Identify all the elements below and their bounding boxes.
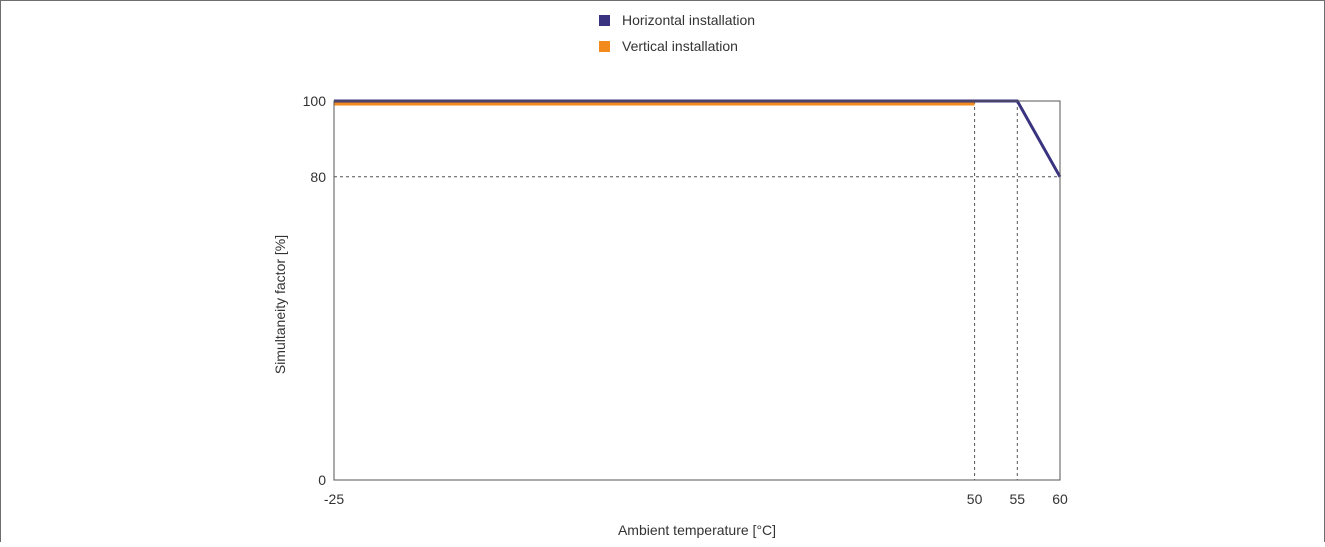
y-tick-label: 100 [303, 93, 327, 109]
y-tick-label: 80 [310, 169, 326, 185]
series-layer [334, 99, 1062, 178]
x-tick-label: 60 [1052, 491, 1068, 507]
grid-lines [334, 101, 1060, 480]
x-axis-label: Ambient temperature [°C] [618, 522, 776, 538]
x-tick-label: -25 [324, 491, 344, 507]
plot-area [333, 100, 1061, 481]
legend-label: Horizontal installation [622, 12, 755, 28]
y-axis-label: Simultaneity factor [%] [272, 235, 288, 374]
legend-label: Vertical installation [622, 38, 738, 54]
x-tick-label: 55 [1010, 491, 1026, 507]
y-tick-label: 0 [318, 472, 326, 488]
series-line-horizontal [334, 99, 1062, 178]
legend-swatch [599, 41, 610, 52]
x-tick-label: 50 [967, 491, 983, 507]
legend-swatch [599, 15, 610, 26]
legend: Horizontal installation Vertical installa… [599, 12, 755, 54]
tick-labels: -25 50 55 60 0 80 100 [303, 93, 1068, 507]
